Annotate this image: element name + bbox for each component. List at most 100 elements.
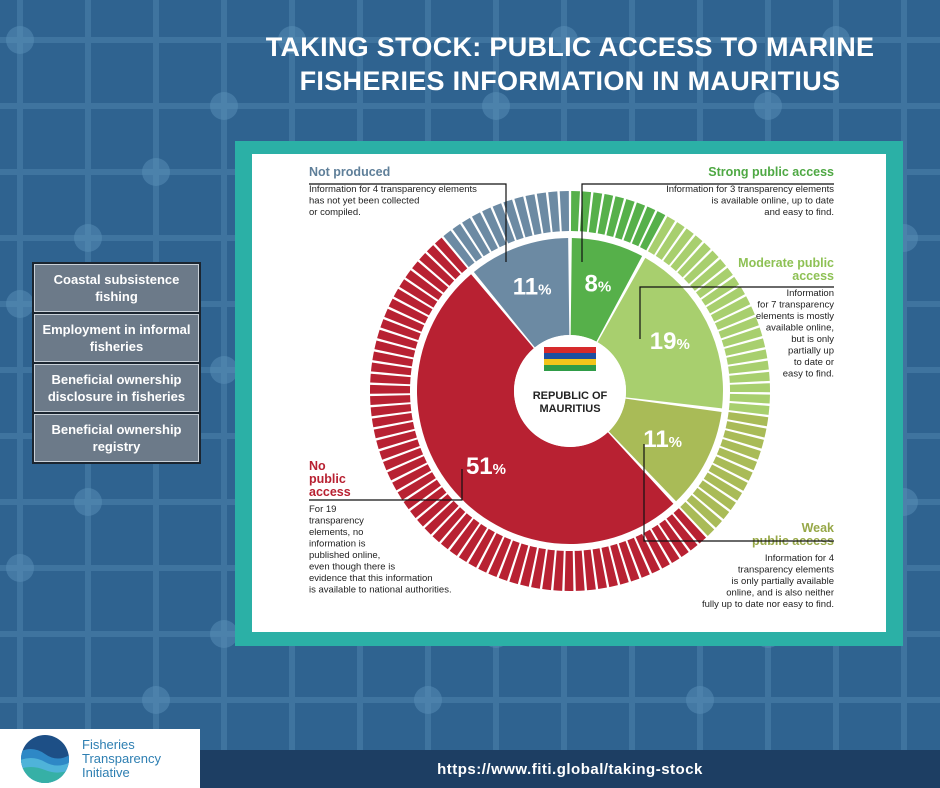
annotation-text: to date or xyxy=(794,357,834,368)
element-item: Employment in informal fisheries xyxy=(34,314,199,362)
ring-cell-moderate xyxy=(695,267,733,299)
annotation-text: available online, xyxy=(766,323,834,334)
ring-cell-strong xyxy=(579,191,592,232)
ring-cell-none xyxy=(374,340,416,358)
footer-bar: https://www.fiti.global/taking-stock xyxy=(200,750,940,788)
annotation-text: Information for 3 transparency elements xyxy=(666,184,834,195)
ring-cell-weak xyxy=(680,501,715,536)
ring-cell-none xyxy=(643,529,670,569)
footer-url-link[interactable]: https://www.fiti.global/taking-stock xyxy=(437,760,703,778)
ring-cell-none xyxy=(370,384,411,394)
ring-cell-not_produced xyxy=(559,191,570,232)
value-percent: % xyxy=(493,461,506,478)
ring-cell-none xyxy=(397,472,436,500)
value-label: 11% xyxy=(643,426,682,453)
circuit-node xyxy=(142,158,170,186)
ring-cell-none xyxy=(399,279,438,308)
value-number: 11 xyxy=(513,274,538,301)
ring-cell-moderate xyxy=(718,316,759,339)
ring-cell-none xyxy=(583,549,596,591)
ring-cell-strong xyxy=(639,211,666,251)
flag-stripe xyxy=(544,347,596,353)
ring-cell-none xyxy=(412,261,449,293)
ring-cell-moderate xyxy=(728,402,770,415)
ring-cell-moderate xyxy=(663,228,694,266)
circuit-node xyxy=(278,26,306,54)
ring-cell-moderate xyxy=(683,250,719,284)
annotation-heading: public xyxy=(309,472,346,486)
circuit-node xyxy=(74,488,102,516)
center-disc xyxy=(514,335,626,447)
annotation-heading: Strong public access xyxy=(708,165,834,179)
ring-cell-none xyxy=(651,524,680,564)
flag-stripe xyxy=(544,359,596,365)
ring-cell-strong xyxy=(623,202,646,243)
ring-cell-moderate xyxy=(710,296,751,322)
ring-cell-none xyxy=(376,430,417,450)
ring-cell-none xyxy=(377,329,418,349)
ring-cell-moderate xyxy=(655,222,685,260)
ring-cell-none xyxy=(610,543,629,585)
ring-cell-not_produced xyxy=(503,199,524,241)
title-line-2: FISHERIES INFORMATION IN MAURITIUS xyxy=(299,66,841,96)
ring-cell-none xyxy=(627,537,650,578)
annotation-heading: access xyxy=(792,269,834,283)
annotation-text: for 7 transparency xyxy=(757,300,834,311)
annotation-text: transparency elements xyxy=(738,565,834,576)
connector-line xyxy=(639,286,834,339)
annotation-heading: Moderate public xyxy=(738,256,834,270)
annotation-heading: Weak xyxy=(802,521,834,535)
annotation-text: elements is mostly xyxy=(756,311,834,322)
circuit-node xyxy=(6,290,34,318)
ring-cell-none xyxy=(488,537,512,578)
ring-cell-none xyxy=(417,494,453,527)
ring-cell-none xyxy=(659,519,689,558)
logo-line: Fisheries xyxy=(82,736,135,752)
ring-cell-strong xyxy=(631,206,656,247)
slice-strong xyxy=(570,238,643,342)
value-percent: % xyxy=(669,434,682,451)
ring-cell-none xyxy=(432,507,466,543)
annotation-heading: access xyxy=(309,485,351,499)
connector-line xyxy=(643,444,834,542)
ring-cell-none xyxy=(509,543,529,585)
value-number: 11 xyxy=(643,426,668,453)
annotation-text: fully up to date nor easy to find. xyxy=(702,599,834,610)
ring-cell-none xyxy=(392,464,432,491)
ring-cell-none xyxy=(426,245,461,280)
value-label: 19% xyxy=(650,328,690,355)
ring-cell-moderate xyxy=(728,360,769,374)
ring-cell-moderate xyxy=(726,349,768,365)
slice-weak xyxy=(608,398,722,502)
annotation-text: online, and is also neither xyxy=(726,588,834,599)
annotation-text: even though there is xyxy=(309,562,395,573)
ring-cell-weak xyxy=(727,412,769,427)
flag-stripe xyxy=(544,365,596,371)
ring-cell-moderate xyxy=(729,371,770,383)
ring-cell-none xyxy=(405,270,443,301)
value-number: 51 xyxy=(466,453,493,480)
circuit-node xyxy=(6,26,34,54)
ring-cell-strong xyxy=(597,194,614,235)
annotation-text: transparency xyxy=(309,516,364,527)
fiti-logo[interactable]: Fisheries Transparency Initiative xyxy=(0,729,200,788)
ring-cell-none xyxy=(387,456,427,481)
flag-stripe xyxy=(544,353,596,359)
value-label: 8% xyxy=(585,271,612,298)
annotation-heading: No xyxy=(309,459,326,473)
ring-cell-moderate xyxy=(729,383,770,393)
annotation-text: is available online, up to date xyxy=(711,196,834,207)
circuit-node xyxy=(6,554,34,582)
circuit-node xyxy=(210,620,238,648)
ring-cell-none xyxy=(553,550,564,591)
ring-cell-none xyxy=(564,550,574,591)
ring-cell-moderate xyxy=(721,327,763,348)
ring-cell-not_produced xyxy=(525,194,542,236)
ring-cell-moderate xyxy=(670,235,703,272)
value-number: 8 xyxy=(585,271,598,298)
ring-cell-none xyxy=(592,548,607,589)
ring-cell-none xyxy=(449,518,480,556)
circuit-node xyxy=(822,26,850,54)
ring-cell-weak xyxy=(686,495,722,528)
